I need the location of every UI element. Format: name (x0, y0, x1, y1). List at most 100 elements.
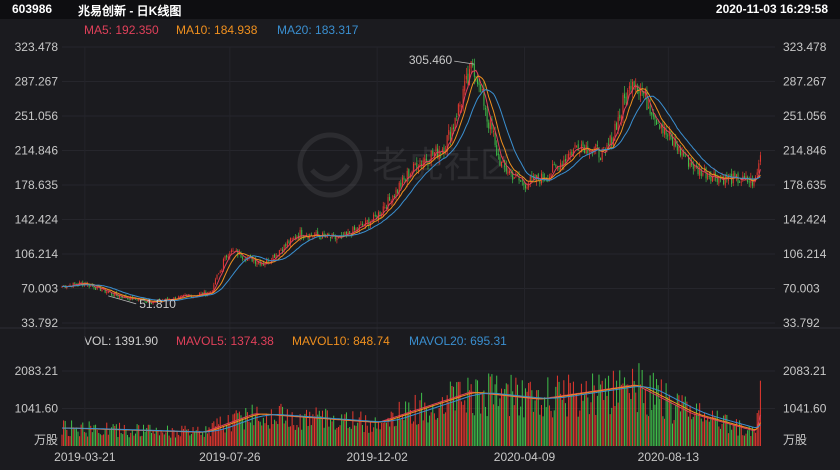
candle-body (481, 89, 483, 91)
volume-bar (277, 423, 279, 446)
candle-body (627, 89, 629, 101)
volume-bar (72, 427, 74, 446)
mavol10-legend: MAVOL10: 848.74 (292, 334, 390, 348)
candle-body (687, 155, 689, 167)
volume-bar (144, 431, 146, 446)
price-tick-label-left: 142.424 (15, 213, 59, 227)
volume-bar (627, 384, 629, 446)
candle-body (277, 255, 279, 257)
price-tick-label-left: 287.267 (15, 75, 59, 89)
volume-bar (155, 427, 157, 446)
volume-bar (716, 410, 718, 446)
candle-body (320, 237, 322, 240)
candle-body (601, 148, 603, 160)
volume-bar (601, 380, 603, 446)
candle-body (355, 228, 357, 231)
candle-body (373, 214, 375, 221)
candle-body (120, 296, 122, 298)
volume-bar (643, 403, 645, 446)
ma5-legend: MA5: 192.350 (84, 23, 159, 37)
price-tick-label-left: 323.478 (15, 40, 59, 54)
volume-bar (526, 391, 528, 446)
candle-body (286, 241, 288, 246)
volume-bar (435, 419, 437, 446)
volume-bar (184, 425, 186, 446)
volume-bar (419, 400, 421, 446)
volume-bar (483, 390, 485, 446)
volume-bar (473, 415, 475, 446)
candle-body (652, 113, 654, 117)
volume-bar (516, 384, 518, 446)
volume-bar (598, 374, 600, 446)
volume-bar (664, 418, 666, 446)
candle-body (638, 88, 640, 94)
timestamp: 2020-11-03 16:29:58 (715, 2, 828, 16)
candle-body (516, 174, 518, 176)
candle-body (401, 177, 403, 187)
volume-bar (238, 411, 240, 446)
volume-bar (88, 421, 90, 446)
volume-bar (267, 425, 269, 446)
volume-bar (210, 436, 212, 446)
candle-body (739, 181, 741, 183)
volume-bar (400, 419, 402, 446)
candle-body (242, 257, 244, 259)
volume-bar (448, 401, 450, 446)
candle-body (433, 152, 435, 156)
volume-unit-right: 万股 (783, 433, 807, 447)
candle-body (80, 282, 82, 284)
volume-bar (282, 406, 284, 446)
price-tick-label-right: 251.056 (783, 109, 827, 123)
volume-bar (472, 413, 474, 446)
price-tick-label-left: 106.214 (15, 247, 59, 261)
volume-bar (122, 434, 124, 446)
volume-bar (622, 383, 624, 446)
candle-body (387, 197, 389, 210)
volume-bar (341, 414, 343, 446)
volume-bar (679, 411, 681, 446)
candle-body (676, 145, 678, 151)
volume-bar (120, 433, 122, 446)
candle-body (518, 175, 520, 181)
candle-body (723, 178, 725, 185)
volume-bar (326, 410, 328, 446)
candle-body (405, 179, 407, 181)
volume-bar (732, 424, 734, 446)
candle-body (660, 125, 662, 129)
volume-bar (264, 423, 266, 446)
candle-body (365, 220, 367, 226)
volume-bar (202, 431, 204, 446)
volume-bar (296, 425, 298, 446)
volume-bar (401, 415, 403, 446)
candle-body (657, 122, 659, 124)
candle-body (150, 303, 152, 305)
date-tick-label: 2019-12-02 (346, 450, 408, 464)
volume-bar (339, 425, 341, 446)
candle-body (577, 144, 579, 151)
candle-body (707, 174, 709, 180)
volume-bar (310, 425, 312, 446)
candle-body (488, 122, 490, 129)
volume-bar (676, 393, 678, 446)
volume-bar (125, 429, 127, 446)
candle-body (99, 286, 101, 291)
candle-body (227, 256, 229, 258)
volume-bar (577, 416, 579, 446)
candle-body (448, 130, 450, 135)
volume-bar (158, 435, 160, 446)
candle-body (198, 293, 200, 296)
volume-bar (246, 412, 248, 446)
volume-bar (534, 400, 536, 446)
volume-bar (253, 425, 255, 446)
volume-bar (552, 417, 554, 446)
volume-bar (628, 393, 630, 446)
volume-bar (181, 425, 183, 446)
volume-bar (80, 424, 82, 446)
candle-body (469, 69, 471, 86)
candle-body (699, 167, 701, 176)
volume-bar (652, 372, 654, 446)
volume-bar (477, 380, 479, 446)
candle-body (283, 245, 285, 251)
candle-body (93, 285, 95, 288)
stock-code: 603986 (12, 2, 53, 16)
